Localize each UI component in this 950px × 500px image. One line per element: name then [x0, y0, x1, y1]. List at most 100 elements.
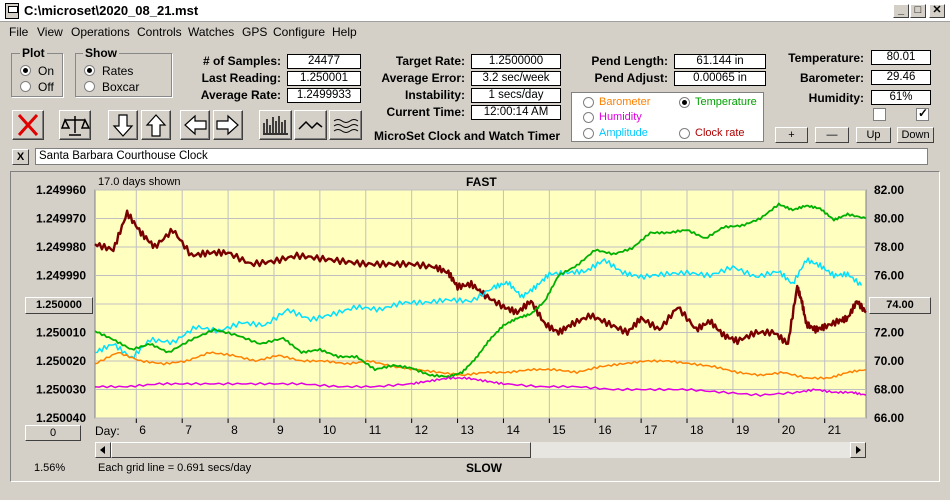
barometer-label: Barometer:	[799, 71, 864, 85]
center-rate-label: 1.250000	[36, 299, 82, 311]
clear-clock-button[interactable]: X	[12, 149, 29, 165]
histogram-button[interactable]	[259, 110, 292, 140]
y-left-tick-label: 1.250040	[36, 411, 86, 425]
arrow-right-button[interactable]	[213, 110, 243, 140]
arrow-down-icon	[112, 114, 134, 137]
line-graph-button[interactable]	[294, 110, 327, 140]
x-tick-label: 14	[506, 423, 520, 437]
x-tick-label: 19	[736, 423, 750, 437]
center-rate-button[interactable]: 1.250000	[25, 297, 93, 314]
x-tick-label: 18	[690, 423, 704, 437]
y-right-tick-label: 82.00	[874, 183, 904, 197]
percent-label: 1.56%	[34, 462, 66, 474]
y-right-tick-label: 68.00	[874, 383, 904, 397]
amplitude-option-label: Amplitude	[599, 127, 648, 139]
fast-label: FAST	[466, 175, 497, 189]
menu-configure[interactable]: Configure	[273, 25, 326, 39]
plot-off-label: Off	[38, 80, 54, 94]
y-right-tick-label: 78.00	[874, 240, 904, 254]
scroll-down-button[interactable]: Down	[897, 127, 934, 143]
offset-button[interactable]: 0	[25, 425, 81, 441]
average-rate-label: Average Rate:	[200, 88, 281, 102]
show-boxcar-label: Boxcar	[102, 80, 140, 94]
pend-length-label: Pend Length:	[591, 54, 668, 68]
clock-name-input[interactable]: Santa Barbara Courthouse Clock	[35, 148, 928, 165]
scrollbar-thumb[interactable]	[111, 442, 531, 458]
line-graph-icon	[298, 120, 323, 130]
maximize-button[interactable]: □	[910, 4, 926, 18]
arrow-right-icon	[216, 114, 239, 136]
option-checkbox-2[interactable]: ✓	[916, 106, 929, 121]
arrow-up-icon	[145, 114, 167, 137]
temperature-radio[interactable]	[679, 97, 690, 108]
menu-watches[interactable]: Watches	[188, 25, 235, 39]
average-error-label: Average Error:	[381, 71, 465, 85]
zoom-plus-button[interactable]: +	[775, 127, 808, 143]
stop-icon	[17, 113, 39, 137]
scroll-left-button[interactable]	[95, 442, 111, 458]
show-boxcar-radio[interactable]	[84, 81, 95, 92]
samples-field: 24477	[287, 54, 361, 69]
series-select-panel	[571, 92, 764, 142]
x-tick-label: 15	[552, 423, 566, 437]
average-rate-field: 1.2499933	[287, 88, 361, 103]
x-tick-label: 11	[369, 423, 382, 437]
title-bar: C:\microset\2020_08_21.mst _ □ ✕	[0, 0, 950, 22]
temperature-label: Temperature:	[788, 51, 864, 65]
scroll-up-button[interactable]: Up	[856, 127, 891, 143]
menu-bar: File View Operations Controls Watches GP…	[0, 22, 950, 42]
close-button[interactable]: ✕	[929, 4, 945, 18]
show-rates-radio[interactable]	[84, 65, 95, 76]
amplitude-radio[interactable]	[583, 128, 594, 139]
show-group	[75, 53, 172, 97]
amplitude-series-line	[94, 257, 863, 359]
y-left-tick-label: 1.250010	[36, 326, 86, 340]
x-tick-label: 10	[323, 423, 337, 437]
zoom-minus-button[interactable]: —	[815, 127, 849, 143]
barometer-radio[interactable]	[583, 97, 594, 108]
arrow-left-button[interactable]	[180, 110, 210, 140]
menu-help[interactable]: Help	[332, 25, 357, 39]
plot-on-radio[interactable]	[20, 65, 31, 76]
pend-adjust-field: 0.00065 in	[674, 71, 766, 86]
balance-scale-icon	[60, 116, 91, 136]
option-checkbox-1[interactable]	[873, 108, 886, 121]
stop-button[interactable]	[12, 110, 44, 140]
y-right-tick-label: 70.00	[874, 354, 904, 368]
menu-operations[interactable]: Operations	[71, 25, 130, 39]
scroll-right-button[interactable]	[850, 442, 866, 458]
menu-controls[interactable]: Controls	[137, 25, 182, 39]
app-icon	[5, 3, 19, 19]
wave-graph-button[interactable]	[329, 110, 362, 140]
arrow-down-button[interactable]	[108, 110, 138, 140]
x-tick-label: 8	[231, 423, 238, 437]
x-tick-label: 9	[277, 423, 284, 437]
arrow-up-button[interactable]	[141, 110, 171, 140]
x-tick-label: 20	[782, 423, 796, 437]
chart-frame	[10, 171, 940, 482]
app-heading: MicroSet Clock and Watch Timer	[374, 129, 561, 143]
humidity-label: Humidity:	[808, 91, 864, 105]
menu-view[interactable]: View	[37, 25, 63, 39]
target-rate-label: Target Rate:	[395, 54, 465, 68]
pend-length-field: 61.144 in	[674, 54, 766, 69]
menu-gps[interactable]: GPS	[242, 25, 268, 39]
rate-series-line	[94, 209, 867, 346]
clock-rate-radio[interactable]	[679, 128, 690, 139]
minimize-button[interactable]: _	[893, 4, 909, 18]
menu-file[interactable]: File	[9, 25, 29, 39]
y-left-tick-label: 1.249960	[36, 183, 86, 197]
center-temp-button[interactable]: 74.00	[869, 297, 931, 314]
temperature-series-line	[94, 202, 867, 379]
current-time-field: 12:00:14 AM	[471, 105, 561, 120]
x-tick-label: 16	[598, 423, 612, 437]
center-temp-label: 74.00	[886, 299, 914, 311]
instability-label: Instability:	[404, 88, 465, 102]
target-rate-field: 1.2500000	[471, 54, 561, 69]
humidity-radio[interactable]	[583, 112, 594, 123]
humidity-series-line	[94, 376, 867, 397]
balance-button[interactable]	[59, 110, 91, 140]
plot-off-radio[interactable]	[20, 81, 31, 92]
triangle-right-icon	[856, 446, 861, 454]
humidity-field: 61%	[871, 90, 931, 105]
